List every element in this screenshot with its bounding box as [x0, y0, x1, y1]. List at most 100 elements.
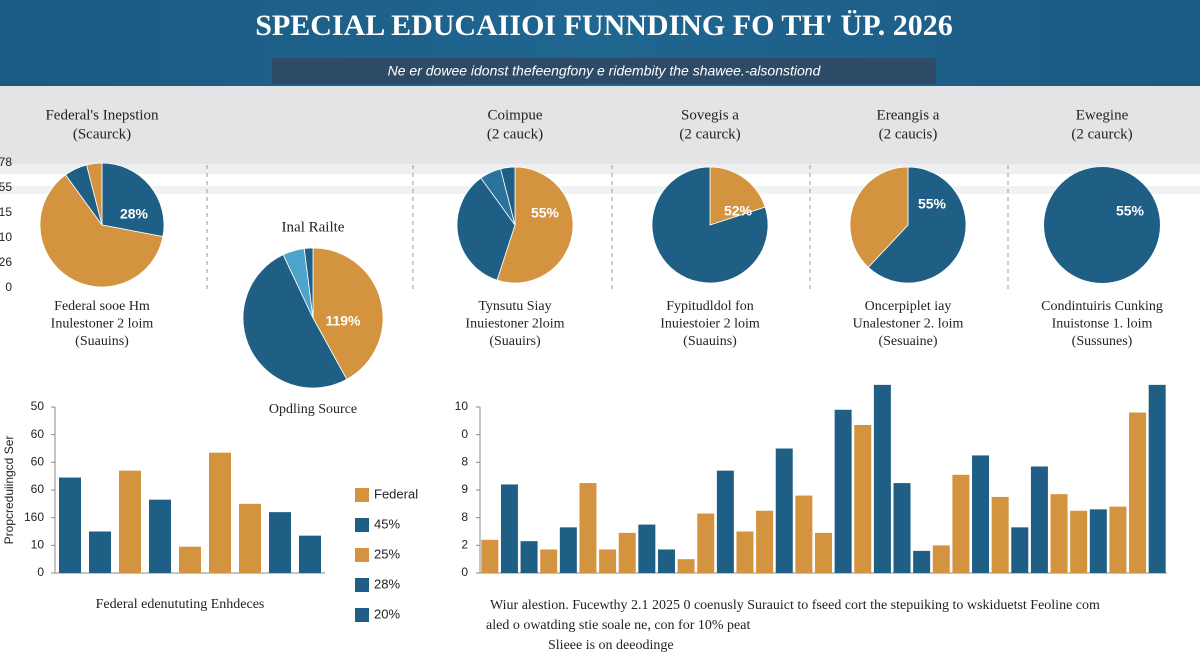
axis-label: 55 [0, 180, 12, 194]
bar [1050, 494, 1068, 573]
bar [854, 424, 872, 573]
legend-swatch [355, 518, 369, 532]
pie-slice [39, 174, 164, 288]
footnote: Slieee is on deeodinge [548, 638, 674, 653]
bar [1129, 412, 1147, 573]
pie-slice [651, 166, 769, 284]
pie-caption: Oncerpiplet iay [865, 299, 952, 314]
y-tick-label: 0 [461, 427, 468, 441]
pie-caption: Opdling Source [269, 402, 357, 417]
pie-slice [303, 247, 314, 319]
y-tick-label: 0 [37, 565, 44, 579]
pie-caption: (Suauirs) [489, 334, 541, 349]
pie-annotation: 55% [918, 196, 947, 212]
stripe [0, 164, 1200, 174]
legend-label: 20% [374, 606, 400, 621]
legend-swatch [355, 578, 369, 592]
y-tick-label: 8 [461, 455, 468, 469]
bar [932, 545, 950, 573]
y-tick-label: 60 [31, 482, 45, 496]
pie-caption: (Suauins) [683, 334, 737, 349]
pie-title: Ereangis a [877, 107, 940, 123]
bar [299, 535, 321, 573]
bar [1148, 384, 1166, 573]
legend-label: 28% [374, 576, 400, 591]
pie-slice [456, 177, 516, 281]
bar [795, 495, 813, 573]
pie-caption: Inulestoner 2 loim [51, 317, 154, 332]
y-tick-label: 8 [461, 510, 468, 524]
pie-annotation: 28% [120, 206, 149, 222]
page-subtitle: Ne er dowee idonst thefeengfony e ridemb… [388, 63, 822, 79]
pie-caption: Fypitudldol fon [666, 299, 754, 314]
footnote: Wiur alestion. Fucewthy 2.1 2025 0 coenu… [490, 598, 1100, 613]
pie-caption: Unalestoner 2. loim [853, 317, 964, 332]
legend-swatch [355, 488, 369, 502]
y-tick-label: 60 [31, 427, 45, 441]
bar [1109, 506, 1127, 573]
bar [677, 559, 695, 573]
pie-title: Coimpue [488, 107, 543, 123]
bar [89, 531, 111, 573]
bar [736, 531, 754, 573]
bar [697, 513, 715, 573]
bar [119, 470, 141, 573]
separators [206, 165, 1009, 290]
pie-caption: Inuiestoier 2 loim [660, 317, 760, 332]
pie-subtitle: (Scaurck) [73, 126, 131, 142]
footnote: aled o owatding stie soale ne, con for 1… [486, 618, 750, 633]
pie-annotation: 52% [724, 203, 753, 219]
axis-label: 78 [0, 155, 12, 169]
y-tick-label: 50 [31, 399, 45, 413]
pie-slice [500, 166, 516, 226]
bar [913, 550, 931, 573]
page-title: SPECIAL EDUCAIIOI FUNNDING FO TH' ÜP. 20… [255, 9, 953, 42]
pie-caption: (Sesuaine) [878, 334, 937, 349]
bar [991, 496, 1009, 573]
pie-slice [312, 247, 384, 380]
bar [559, 527, 577, 573]
subtitle-bar [272, 58, 936, 84]
bar [540, 549, 558, 573]
axis-label: 26 [0, 255, 12, 269]
legend-swatch [355, 608, 369, 622]
y-tick-label: 160 [24, 510, 44, 524]
pie-slice [867, 166, 967, 284]
bar [834, 409, 852, 573]
bar [500, 484, 518, 573]
bar [599, 549, 617, 573]
bar [972, 455, 990, 573]
pie-title: Inal Railte [282, 219, 345, 235]
legend-swatch [355, 548, 369, 562]
axis-label: 10 [0, 230, 12, 244]
pie-band [0, 86, 1200, 164]
bar [893, 483, 911, 573]
bar [657, 549, 675, 573]
pie-caption: Inuiestoner 2loim [465, 317, 564, 332]
y-tick-label: 60 [31, 455, 45, 469]
bar [239, 503, 261, 573]
bar [481, 539, 499, 573]
bar [1011, 527, 1029, 573]
axis-label: 0 [5, 280, 12, 294]
bar [269, 512, 291, 573]
bar [775, 448, 793, 573]
pie-subtitle: (2 cauck) [487, 126, 543, 142]
pie-slice [1044, 167, 1160, 283]
bar [638, 524, 656, 573]
pie-slice [849, 166, 909, 268]
pie-caption: (Suauins) [75, 334, 129, 349]
pie-title: Ewegine [1076, 107, 1129, 123]
legend-label: 45% [374, 516, 400, 531]
pie-caption: Tynsutu Siay [478, 299, 551, 314]
pie-slice [496, 166, 574, 284]
pie-subtitle: (2 caucis) [879, 126, 938, 142]
pie-title: Federal's Inepstion [45, 107, 159, 123]
bar [149, 499, 171, 573]
pie-subtitle: (2 caurck) [679, 126, 740, 142]
pie-title: Sovegis a [681, 107, 739, 123]
axis-label: 15 [0, 205, 12, 219]
pie-caption: Federal sooe Hm [54, 299, 150, 314]
bar [716, 470, 734, 573]
